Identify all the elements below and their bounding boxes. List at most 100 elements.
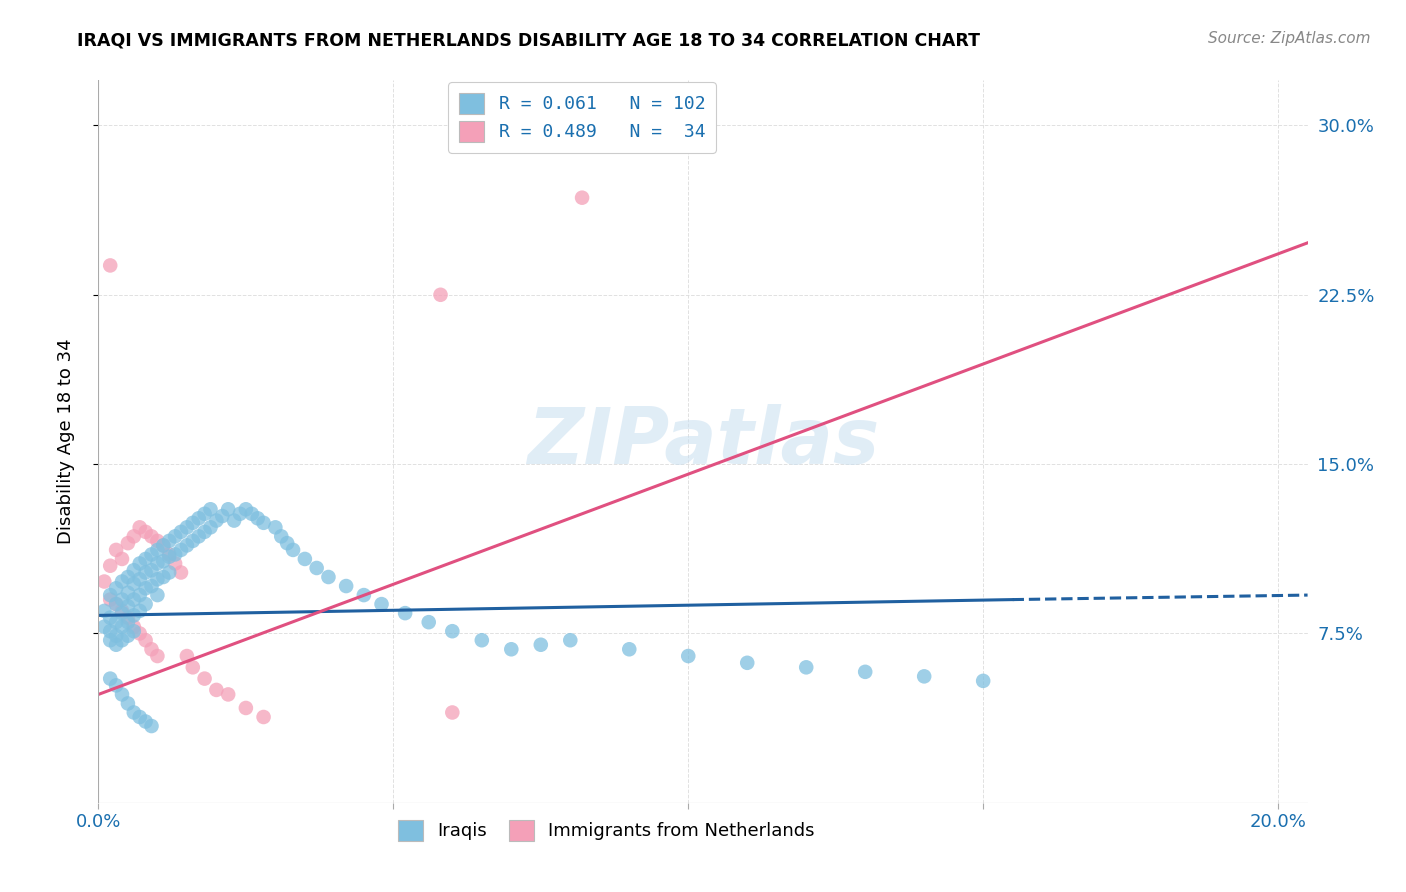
Point (157, 533, 180, 548)
Point (105, 638, 128, 652)
Point (240, 507, 263, 521)
Point (117, 599, 139, 614)
Point (117, 570, 139, 584)
Point (141, 563, 163, 577)
Point (117, 615, 139, 630)
Point (972, 673, 994, 688)
Point (441, 624, 464, 639)
Point (105, 582, 128, 596)
Point (194, 672, 217, 686)
Point (135, 714, 157, 729)
Point (170, 524, 193, 539)
Point (170, 566, 193, 580)
Point (217, 502, 239, 516)
Point (560, 633, 582, 648)
Point (735, 656, 758, 670)
Point (122, 563, 145, 577)
Point (194, 524, 217, 539)
Point (98, 672, 121, 686)
Point (165, 557, 187, 571)
Point (122, 576, 145, 591)
Point (146, 542, 169, 557)
Point (571, 191, 593, 205)
Point (128, 588, 150, 602)
Point (135, 524, 157, 539)
Point (93, 620, 115, 634)
Point (157, 548, 180, 562)
Point (294, 552, 316, 566)
Point (117, 536, 139, 550)
Point (170, 542, 193, 557)
Point (111, 552, 134, 566)
Point (105, 542, 128, 557)
Point (222, 514, 245, 528)
Point (117, 629, 139, 643)
Point (105, 629, 128, 643)
Point (111, 606, 134, 620)
Point (105, 597, 128, 611)
Point (252, 516, 274, 530)
Point (152, 570, 174, 584)
Point (128, 710, 150, 724)
Point (111, 604, 134, 618)
Point (181, 660, 204, 674)
Point (252, 710, 274, 724)
Point (176, 538, 198, 552)
Point (335, 579, 357, 593)
Point (111, 687, 134, 701)
Point (98, 610, 121, 624)
Point (152, 538, 174, 552)
Y-axis label: Disability Age 18 to 34: Disability Age 18 to 34 (56, 339, 75, 544)
Point (270, 529, 292, 543)
Point (111, 574, 134, 589)
Point (93, 604, 115, 618)
Point (187, 511, 209, 525)
Point (200, 502, 222, 516)
Point (181, 516, 204, 530)
Point (117, 697, 139, 711)
Point (128, 557, 150, 571)
Point (370, 597, 392, 611)
Point (165, 548, 187, 562)
Point (141, 719, 163, 733)
Point (146, 572, 169, 586)
Point (235, 502, 257, 516)
Point (246, 511, 269, 525)
Point (117, 610, 139, 624)
Point (305, 561, 328, 575)
Point (122, 592, 145, 607)
Point (117, 586, 139, 600)
Point (135, 566, 157, 580)
Point (135, 597, 157, 611)
Point (122, 608, 145, 623)
Point (471, 633, 494, 648)
Point (128, 520, 150, 534)
Point (146, 588, 169, 602)
Point (146, 533, 169, 548)
Point (98, 259, 121, 273)
Point (530, 638, 553, 652)
Point (165, 529, 187, 543)
Point (794, 660, 817, 674)
Point (98, 624, 121, 639)
Point (853, 665, 876, 679)
Point (141, 529, 163, 543)
Text: Source: ZipAtlas.com: Source: ZipAtlas.com (1208, 31, 1371, 46)
Text: IRAQI VS IMMIGRANTS FROM NETHERLANDS DISABILITY AGE 18 TO 34 CORRELATION CHART: IRAQI VS IMMIGRANTS FROM NETHERLANDS DIS… (77, 31, 980, 49)
Point (111, 620, 134, 634)
Point (264, 520, 287, 534)
Point (441, 706, 464, 720)
Point (93, 574, 115, 589)
Point (135, 633, 157, 648)
Point (176, 648, 198, 663)
Point (205, 682, 228, 697)
Point (276, 536, 298, 550)
Point (235, 701, 257, 715)
Point (98, 588, 121, 602)
Point (98, 558, 121, 573)
Point (135, 582, 157, 596)
Point (194, 507, 217, 521)
Point (105, 678, 128, 692)
Point (200, 520, 222, 534)
Point (678, 648, 700, 663)
